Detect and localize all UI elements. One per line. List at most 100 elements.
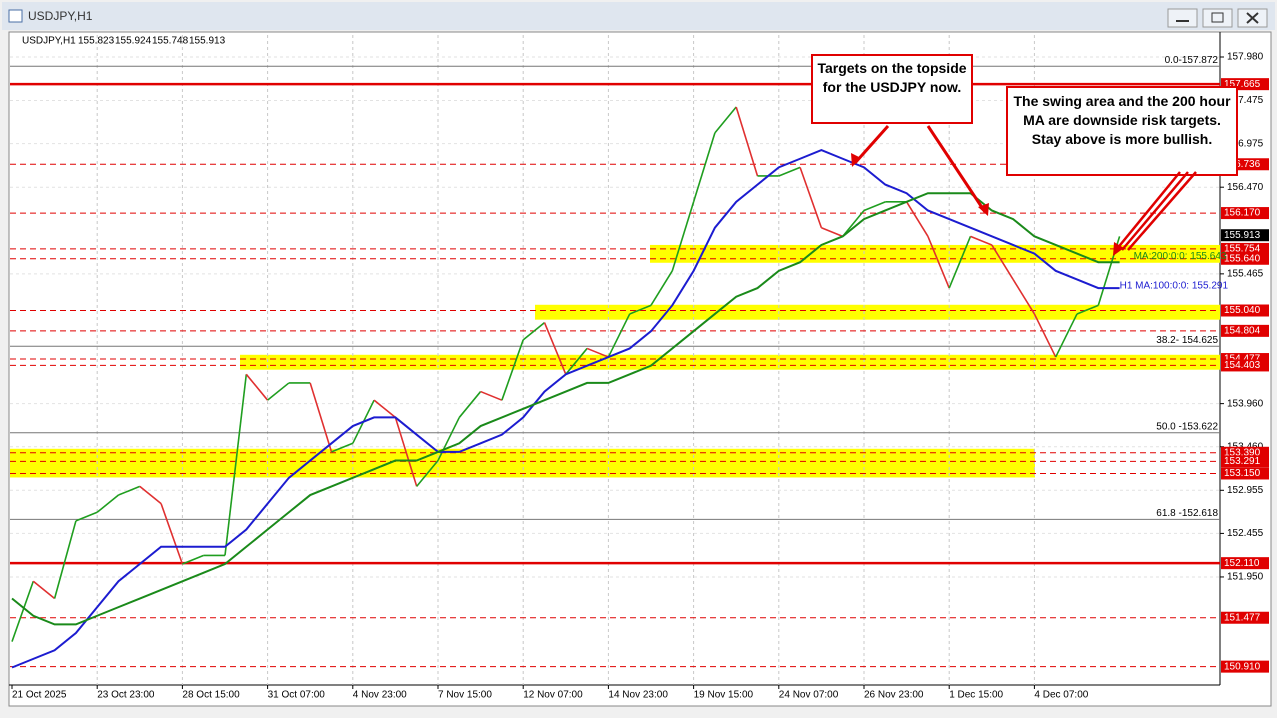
level-label: 155.754	[1224, 244, 1261, 255]
x-tick-label: 26 Nov 23:00	[864, 690, 924, 701]
level-label: 157.665	[1224, 79, 1261, 90]
y-tick-label: 157.980	[1227, 52, 1264, 63]
level-label: 152.110	[1224, 558, 1260, 569]
price-segment	[501, 339, 524, 401]
price-segment	[543, 322, 567, 375]
level-label: 156.736	[1224, 159, 1261, 170]
price-segment	[778, 166, 801, 177]
header-open: 155.823	[78, 36, 115, 47]
level-label: 155.640	[1224, 253, 1261, 264]
y-tick-label: 155.465	[1227, 268, 1264, 279]
price-segment	[182, 554, 205, 565]
x-tick-label: 23 Oct 23:00	[97, 690, 155, 701]
level-label: 154.403	[1224, 360, 1261, 371]
price-segment	[394, 417, 418, 487]
price-segment	[565, 347, 588, 375]
level-tag	[1221, 324, 1269, 337]
x-tick-label: 1 Dec 15:00	[949, 690, 1003, 701]
price-segment	[799, 167, 823, 228]
price-segment	[1033, 313, 1057, 358]
price-segment	[139, 485, 162, 505]
x-tick-label: 28 Oct 15:00	[182, 690, 240, 701]
current-price-tag	[1221, 229, 1269, 242]
price-segment	[480, 390, 503, 401]
price-segment	[458, 391, 482, 418]
price-segment	[331, 442, 354, 453]
zone	[535, 304, 1220, 320]
annotation-2: The swing area and the 200 hour MA are d…	[1006, 86, 1238, 256]
level-tag	[1221, 455, 1269, 468]
price-segment	[373, 399, 396, 419]
level-label: 153.150	[1224, 468, 1261, 479]
level-tag	[1221, 467, 1269, 480]
level-tag	[1221, 359, 1269, 372]
moving-average	[11, 149, 1120, 669]
level-label: 154.477	[1224, 354, 1261, 365]
current-price-label: 155.913	[1224, 230, 1261, 241]
level-label: 150.910	[1224, 661, 1261, 672]
fib-label: 50.0 -153.622	[1156, 421, 1218, 432]
restore-button[interactable]	[1202, 8, 1233, 28]
level-label: 155.040	[1224, 305, 1261, 316]
price-segment	[842, 209, 865, 237]
price-segment	[692, 132, 716, 203]
y-tick-label: 152.455	[1227, 528, 1264, 539]
x-tick-label: 21 Oct 2025	[12, 690, 67, 701]
header-low: 155.748	[152, 36, 189, 47]
fib-label: 38.2- 154.625	[1156, 335, 1218, 346]
price-segment	[1054, 313, 1078, 358]
title-bar	[2, 2, 1275, 30]
moving-average	[11, 192, 1120, 626]
y-tick-label: 151.950	[1227, 572, 1264, 583]
x-tick-label: 12 Nov 07:00	[523, 690, 583, 701]
price-segment	[267, 382, 290, 401]
price-segment	[53, 520, 77, 599]
window-buttons[interactable]	[1167, 8, 1268, 28]
y-tick-label: 153.960	[1227, 398, 1264, 409]
price-segment	[160, 503, 184, 565]
price-segment	[1076, 304, 1099, 315]
level-tag	[1221, 557, 1269, 570]
level-label: 153.390	[1224, 447, 1261, 458]
price-segment	[607, 313, 631, 358]
x-tick-label: 4 Dec 07:00	[1034, 690, 1088, 701]
header-symbol: USDJPY,H1	[22, 36, 76, 47]
annotation-text: Targets on the topside for the USDJPY no…	[817, 60, 967, 95]
y-tick-label: 152.955	[1227, 485, 1264, 496]
price-segment	[309, 382, 333, 453]
zone	[240, 354, 1220, 370]
level-tag	[1221, 242, 1269, 255]
x-tick-label: 7 Nov 15:00	[438, 690, 492, 701]
window-icon	[8, 9, 23, 23]
ma-label: H1 MA:100:0:0: 155.291	[1120, 281, 1229, 292]
x-tick-label: 4 Nov 23:00	[353, 690, 407, 701]
price-segment	[245, 373, 269, 401]
price-segment	[1012, 279, 1036, 315]
price-segment	[671, 201, 695, 272]
price-segment	[437, 417, 461, 461]
price-segment	[118, 485, 141, 496]
header-close: 155.913	[189, 36, 226, 47]
level-tag	[1221, 611, 1269, 624]
level-label: 153.291	[1224, 456, 1261, 467]
price-segment	[735, 106, 759, 177]
price-segment	[863, 201, 886, 212]
fib-label: 61.8 -152.618	[1156, 508, 1218, 519]
minimize-button[interactable]	[1167, 8, 1198, 28]
level-tag	[1221, 207, 1269, 220]
header-high: 155.924	[115, 36, 152, 47]
y-tick-label: 156.975	[1227, 138, 1264, 149]
x-tick-label: 19 Nov 15:00	[694, 690, 754, 701]
price-segment	[586, 347, 609, 358]
price-segment	[96, 494, 120, 513]
price-segment	[991, 244, 1014, 280]
annotation-1: Targets on the topside for the USDJPY no…	[811, 54, 989, 216]
level-label: 151.477	[1224, 612, 1261, 623]
price-segment	[32, 580, 56, 600]
price-segment	[970, 235, 993, 246]
price-segment	[416, 460, 439, 487]
level-tag	[1221, 660, 1269, 673]
x-tick-label: 31 Oct 07:00	[268, 690, 326, 701]
y-tick-label: 156.470	[1227, 182, 1264, 193]
